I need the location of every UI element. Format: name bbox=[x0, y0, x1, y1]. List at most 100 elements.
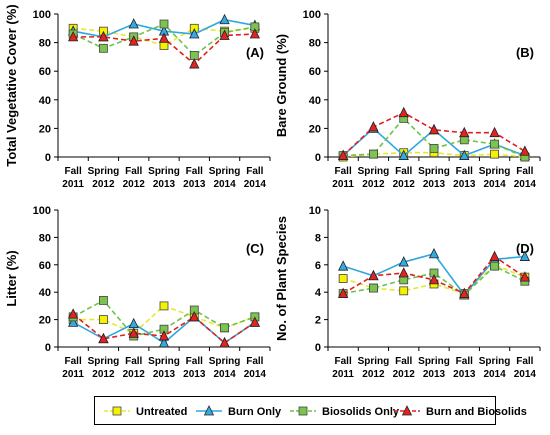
data-point bbox=[337, 260, 349, 271]
x-tick-label: 2013 bbox=[453, 179, 476, 190]
x-tick-label: Fall bbox=[395, 356, 412, 367]
y-axis-label: No. of Plant Species bbox=[274, 216, 289, 341]
x-tick-label: 2012 bbox=[92, 179, 115, 190]
data-point bbox=[369, 283, 378, 293]
x-tick-label: 2011 bbox=[62, 179, 84, 190]
legend bbox=[94, 396, 496, 425]
y-tick-label: 80 bbox=[309, 38, 321, 50]
data-point bbox=[219, 13, 230, 25]
x-tick-label: Spring bbox=[358, 356, 390, 367]
data-point bbox=[159, 301, 169, 311]
data-point bbox=[99, 315, 108, 325]
y-tick-label: 20 bbox=[39, 315, 51, 327]
x-tick-label: Fall bbox=[246, 166, 263, 177]
x-tick-label: 2012 bbox=[362, 369, 385, 380]
x-tick-label: 2011 bbox=[332, 369, 354, 380]
y-axis-label: Litter (%) bbox=[4, 250, 19, 306]
x-tick-label: 2013 bbox=[183, 179, 206, 190]
data-point bbox=[67, 30, 79, 42]
legend-label-3: Biosolids Only bbox=[322, 406, 400, 418]
data-point bbox=[99, 296, 108, 305]
x-tick-label: 2012 bbox=[393, 179, 416, 190]
x-tick-label: 2014 bbox=[483, 369, 506, 380]
data-point bbox=[67, 316, 79, 327]
panel-label: (A) bbox=[246, 45, 264, 60]
legend-marker-2 bbox=[203, 405, 215, 416]
x-tick-label: Spring bbox=[418, 166, 450, 177]
x-tick-label: 2013 bbox=[423, 179, 446, 190]
x-tick-label: Fall bbox=[516, 356, 533, 367]
data-point bbox=[159, 19, 169, 29]
x-tick-label: Spring bbox=[418, 356, 450, 367]
x-tick-label: Fall bbox=[125, 356, 142, 367]
data-point bbox=[337, 149, 349, 160]
panel-label: (B) bbox=[516, 45, 534, 60]
x-tick-label: 2013 bbox=[153, 369, 176, 380]
x-tick-label: Fall bbox=[395, 166, 412, 177]
data-point bbox=[368, 121, 379, 132]
x-tick-label: 2013 bbox=[153, 179, 176, 190]
x-tick-label: 2013 bbox=[423, 369, 446, 380]
x-tick-label: Fall bbox=[335, 166, 352, 177]
data-point bbox=[519, 250, 531, 261]
y-tick-label: 60 bbox=[309, 66, 321, 78]
data-point bbox=[158, 32, 170, 43]
x-tick-label: Fall bbox=[335, 356, 352, 367]
x-tick-label: 2012 bbox=[362, 179, 385, 190]
y-tick-label: 0 bbox=[315, 342, 321, 354]
x-tick-label: 2012 bbox=[123, 369, 146, 380]
x-tick-label: 2014 bbox=[244, 369, 267, 380]
y-tick-label: 40 bbox=[309, 95, 321, 107]
y-tick-label: 0 bbox=[315, 152, 321, 164]
legend-marker-4 bbox=[401, 405, 413, 416]
chart-panel-1: 020406080100Fall2011Spring2012Fall2012Sp… bbox=[4, 4, 271, 190]
data-point bbox=[428, 123, 440, 135]
x-tick-label: Fall bbox=[125, 166, 142, 177]
data-point bbox=[128, 317, 139, 329]
y-tick-label: 80 bbox=[39, 232, 51, 244]
data-point bbox=[99, 43, 108, 53]
x-tick-label: 2013 bbox=[183, 369, 206, 380]
y-tick-label: 40 bbox=[39, 287, 51, 299]
x-tick-label: 2012 bbox=[123, 179, 146, 190]
x-tick-label: 2014 bbox=[213, 369, 236, 380]
data-point bbox=[337, 287, 349, 298]
data-point bbox=[220, 323, 229, 333]
x-tick-label: 2011 bbox=[62, 369, 84, 380]
x-tick-label: 2014 bbox=[514, 179, 537, 190]
x-tick-label: Fall bbox=[246, 356, 263, 367]
data-point bbox=[489, 126, 500, 138]
legend-label-4: Burn and Biosolids bbox=[426, 406, 527, 418]
y-tick-label: 100 bbox=[303, 9, 321, 21]
legend-marker-3 bbox=[298, 406, 308, 416]
x-tick-label: Spring bbox=[479, 166, 511, 177]
x-tick-label: 2014 bbox=[483, 179, 506, 190]
legend-label-2: Burn Only bbox=[228, 406, 282, 418]
data-point bbox=[459, 287, 470, 298]
data-point bbox=[459, 126, 470, 138]
data-point bbox=[398, 256, 409, 267]
x-tick-label: Fall bbox=[186, 356, 203, 367]
data-point bbox=[128, 327, 139, 338]
chart-panel-4: 0246810Fall2011Spring2012Fall2012Spring2… bbox=[274, 205, 541, 380]
data-point bbox=[128, 18, 139, 29]
x-tick-label: Spring bbox=[479, 356, 511, 367]
data-point bbox=[338, 274, 348, 283]
x-tick-label: 2014 bbox=[514, 369, 537, 380]
panel-label: (D) bbox=[516, 241, 534, 256]
legend-entries: Untreated Burn Only Biosolids Only Burn and… bbox=[104, 405, 527, 418]
x-tick-label: Spring bbox=[358, 166, 390, 177]
y-axis-label: Bare Ground (%) bbox=[274, 34, 289, 137]
y-tick-label: 60 bbox=[39, 260, 51, 272]
y-tick-label: 80 bbox=[39, 38, 51, 50]
x-tick-label: Fall bbox=[516, 166, 533, 177]
y-tick-label: 4 bbox=[315, 287, 322, 299]
data-point bbox=[429, 144, 439, 153]
data-point bbox=[398, 267, 409, 278]
x-tick-label: Fall bbox=[186, 166, 203, 177]
data-point bbox=[399, 286, 409, 296]
data-point bbox=[369, 149, 378, 159]
legend-label-1: Untreated bbox=[136, 406, 187, 418]
x-tick-label: 2013 bbox=[453, 369, 476, 380]
y-tick-label: 100 bbox=[33, 9, 51, 21]
